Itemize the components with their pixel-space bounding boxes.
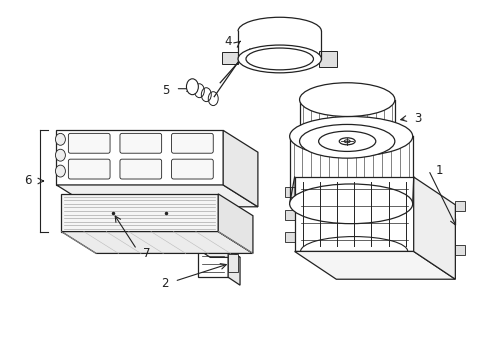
Polygon shape [294,177,413,251]
Bar [284,231,294,242]
Ellipse shape [55,149,65,161]
Ellipse shape [55,165,65,177]
Ellipse shape [245,48,313,70]
Polygon shape [56,185,257,207]
Ellipse shape [289,184,412,224]
FancyBboxPatch shape [120,133,162,153]
Ellipse shape [318,131,375,152]
Bar [319,51,337,67]
Ellipse shape [238,45,321,73]
Ellipse shape [186,79,198,95]
FancyBboxPatch shape [68,133,110,153]
Text: 6: 6 [24,175,32,188]
FancyBboxPatch shape [68,159,110,179]
Ellipse shape [339,138,354,145]
Bar [284,187,294,197]
FancyBboxPatch shape [120,159,162,179]
Polygon shape [218,194,252,253]
Text: 1: 1 [435,163,442,176]
Polygon shape [228,249,240,285]
Polygon shape [61,194,218,231]
FancyBboxPatch shape [171,159,213,179]
Text: 4: 4 [224,35,232,48]
Bar [454,246,464,255]
Text: 3: 3 [413,112,420,125]
Bar [454,201,464,211]
Ellipse shape [299,83,394,117]
Ellipse shape [417,211,425,219]
Text: 2: 2 [161,277,168,290]
Bar [284,210,294,220]
Polygon shape [61,231,252,253]
Text: 7: 7 [142,247,150,260]
Polygon shape [198,249,240,257]
Bar [228,255,238,272]
Bar [222,52,238,64]
Polygon shape [56,130,223,185]
Ellipse shape [299,125,394,158]
Polygon shape [413,177,454,279]
Text: 5: 5 [162,84,169,97]
Ellipse shape [289,117,412,156]
FancyBboxPatch shape [171,133,213,153]
Polygon shape [223,130,257,207]
Polygon shape [294,251,454,279]
Polygon shape [198,249,228,277]
Ellipse shape [55,133,65,145]
